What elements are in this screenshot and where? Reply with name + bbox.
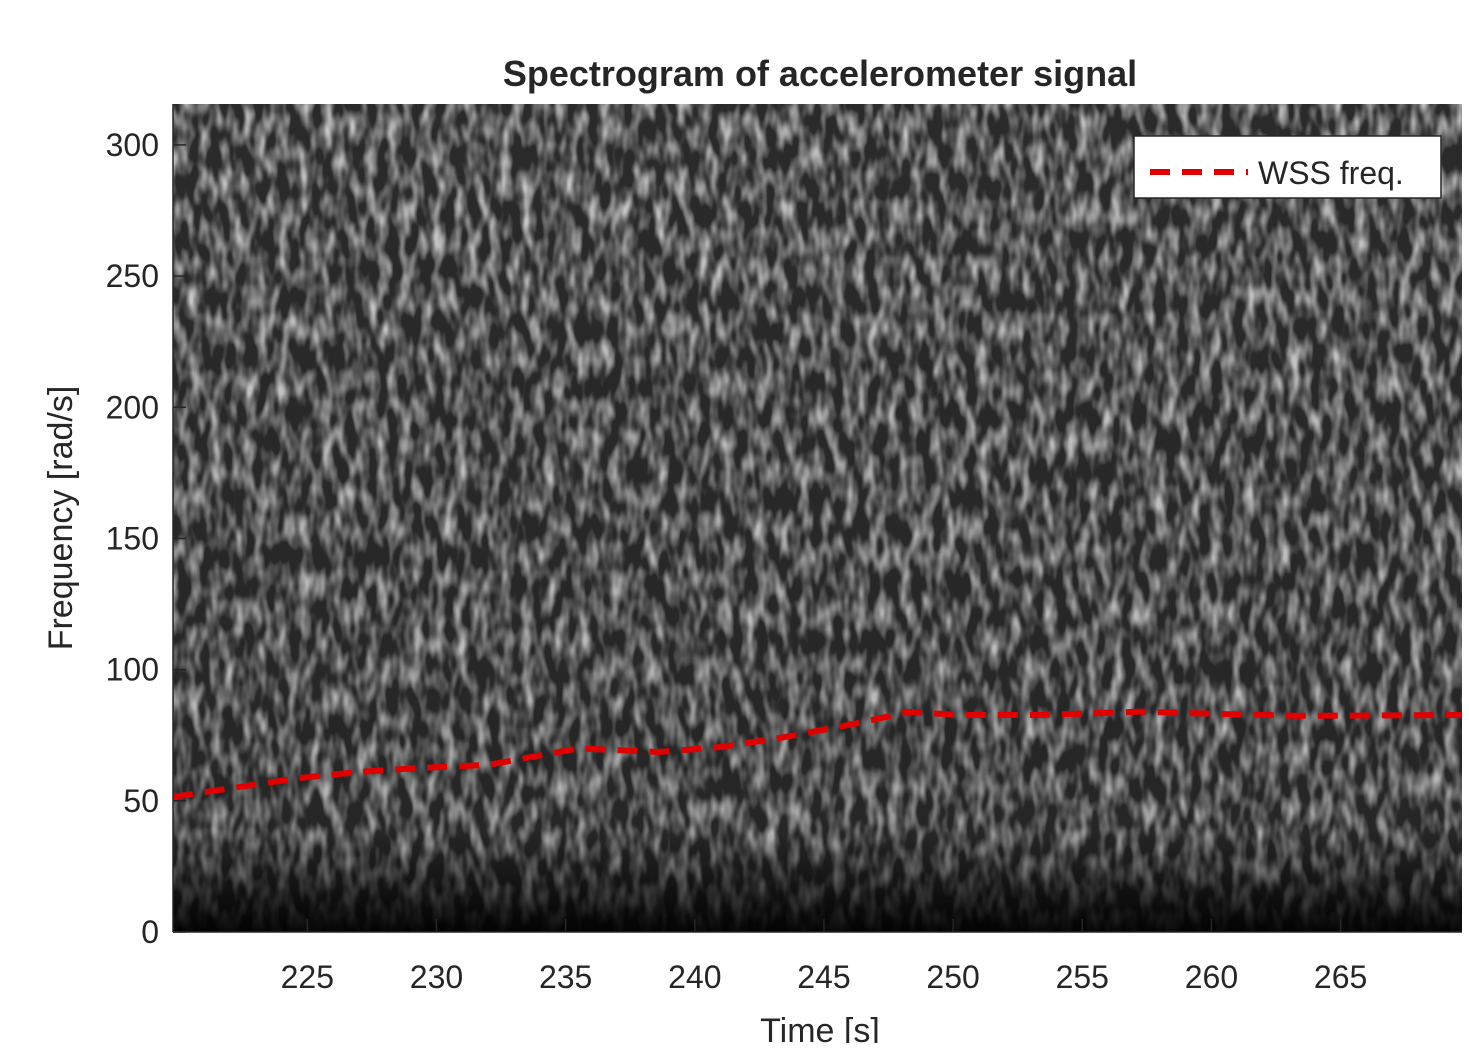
y-axis-label: Frequency [rad/s] — [42, 386, 80, 651]
plot-area — [173, 708, 1462, 800]
legend: WSS freq. — [1133, 135, 1442, 199]
y-tick-label: 300 — [106, 127, 159, 163]
y-tick-label: 250 — [106, 258, 159, 294]
y-tick-label: 50 — [123, 783, 159, 819]
x-tick-label: 230 — [410, 959, 463, 995]
x-axis-label: Time [s] — [760, 1012, 880, 1043]
y-tick-label: 150 — [106, 520, 159, 556]
legend-label: WSS freq. — [1258, 155, 1404, 191]
series-line — [173, 708, 1462, 800]
y-tick-label: 200 — [106, 389, 159, 425]
x-tick-label: 235 — [539, 959, 592, 995]
legend-box — [1133, 135, 1442, 199]
x-tick-label: 225 — [281, 959, 334, 995]
y-tick-label: 0 — [141, 914, 159, 950]
x-tick-label: 260 — [1185, 959, 1238, 995]
chart-title: Spectrogram of accelerometer signal — [503, 53, 1137, 94]
x-tick-label: 245 — [797, 959, 850, 995]
x-tick-label: 250 — [926, 959, 979, 995]
x-tick-label: 240 — [668, 959, 721, 995]
x-tick-label: 265 — [1314, 959, 1367, 995]
y-tick-label: 100 — [106, 652, 159, 688]
x-tick-label: 255 — [1056, 959, 1109, 995]
spectrogram — [173, 104, 1462, 932]
